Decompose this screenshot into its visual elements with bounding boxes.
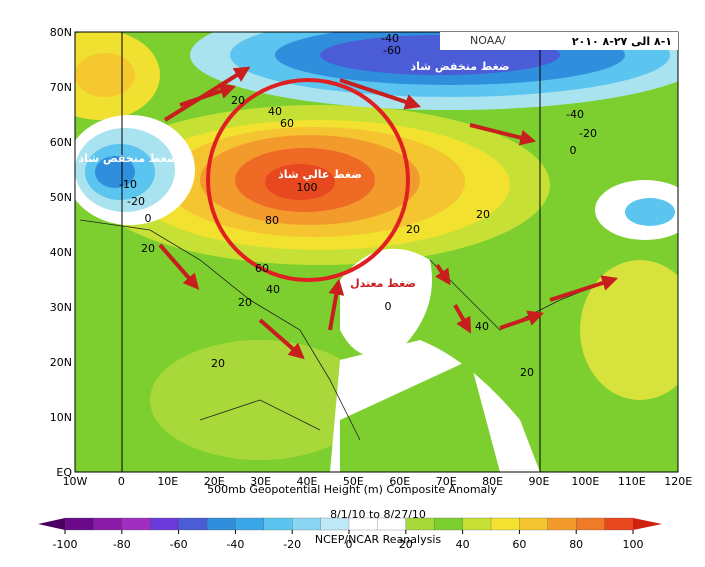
colorbar-cell — [121, 517, 151, 531]
colorbar-cell — [490, 517, 521, 531]
annotation: ضغط منخفض شاذ — [410, 60, 509, 73]
contour-label: 60 — [255, 262, 269, 275]
lon-label: 70E — [436, 475, 457, 488]
lon-label: 30E — [250, 475, 271, 488]
lon-label: 40E — [297, 475, 318, 488]
contour-label: 0 — [385, 300, 392, 313]
colorbar-label: 40 — [456, 538, 470, 551]
lon-label: 100E — [571, 475, 599, 488]
contour-label: 60 — [280, 117, 294, 130]
lat-label: 50N — [50, 191, 72, 204]
map-frame — [74, 31, 679, 473]
contour-label: 0 — [570, 144, 577, 157]
colorbar-cell — [292, 517, 322, 531]
colorbar-label: -100 — [53, 538, 78, 551]
annotation: ضغط منخفض شاذ — [78, 152, 177, 165]
contour-label: 20 — [520, 366, 534, 379]
contour-label: -10 — [119, 178, 137, 191]
colorbar-label: -60 — [170, 538, 188, 551]
map-field — [75, 32, 678, 472]
arrows — [158, 66, 619, 360]
date-range: ١-٨ الى ٢٧-٨ ٢٠١٠ — [572, 35, 672, 48]
lon-label: 80E — [482, 475, 503, 488]
colorbar-label: -40 — [226, 538, 244, 551]
colorbar-cell — [150, 517, 180, 531]
lat-label: 40N — [50, 246, 72, 259]
lat-label: 70N — [50, 81, 72, 94]
lon-label: 110E — [618, 475, 646, 488]
colorbar-label: 20 — [399, 538, 413, 551]
contour-label: -40 — [566, 108, 584, 121]
lon-label: 120E — [664, 475, 692, 488]
contour-label: -20 — [579, 127, 597, 140]
source: NCEP/NCAR Reanalysis — [315, 533, 441, 546]
colorbar-cell — [348, 517, 379, 531]
contour-label: 80 — [265, 214, 279, 227]
colorbar-cell — [377, 517, 407, 531]
lat-label: 30N — [50, 301, 72, 314]
contour-label: 20 — [231, 94, 245, 107]
contour-label: 0 — [145, 212, 152, 225]
colorbar-label: 0 — [346, 538, 353, 551]
lon-label: 90E — [529, 475, 550, 488]
colorbar-cell — [263, 517, 293, 531]
lat-label: 20N — [50, 356, 72, 369]
colorbar-cell — [178, 517, 208, 531]
colorbar-cell — [320, 517, 350, 531]
lat-label: 60N — [50, 136, 72, 149]
lon-label: 50E — [343, 475, 364, 488]
lon-label: 10E — [157, 475, 178, 488]
lon-label: 0 — [118, 475, 125, 488]
contour-label: -60 — [383, 44, 401, 57]
badge: NOAA/ — [470, 34, 506, 47]
contour-label: 40 — [266, 283, 280, 296]
contour-label: 20 — [406, 223, 420, 236]
period: 8/1/10 to 8/27/10 — [330, 508, 426, 521]
colorbar-cell — [235, 517, 265, 531]
colorbar-cell — [547, 517, 577, 531]
colorbar-label: 100 — [623, 538, 644, 551]
contour-label: 20 — [476, 208, 490, 221]
colorbar-cell — [93, 517, 123, 531]
contour-label: 20 — [211, 357, 225, 370]
highlight-circle — [206, 78, 410, 282]
colorbar-cell — [434, 517, 464, 531]
colorbar-label: 60 — [512, 538, 526, 551]
colorbar-label: -20 — [283, 538, 301, 551]
contour-label: 100 — [297, 181, 318, 194]
colorbar-label: -80 — [113, 538, 131, 551]
lat-label: 10N — [50, 411, 72, 424]
contour-label: 20 — [238, 296, 252, 309]
colorbar-label: 80 — [569, 538, 583, 551]
lat-label: 80N — [50, 26, 72, 39]
lon-label: 20E — [204, 475, 225, 488]
contour-label: 40 — [268, 105, 282, 118]
header-box — [440, 32, 678, 50]
lon-label: 60E — [389, 475, 410, 488]
colorbar-cell — [462, 517, 492, 531]
contour-label: 40 — [475, 320, 489, 333]
lon-label: 10W — [63, 475, 88, 488]
annotation: ضغط عالي شاذ — [278, 168, 362, 181]
annotation: ضغط معتدل — [350, 277, 416, 290]
lat-label: EQ — [56, 466, 72, 479]
colorbar-cell — [519, 517, 549, 531]
colorbar-end — [633, 518, 662, 530]
colorbar-cell — [64, 517, 95, 531]
colorbar-cell — [604, 517, 634, 531]
contour-label: -40 — [381, 32, 399, 45]
colorbar-cell — [576, 517, 606, 531]
colorbar-end — [38, 518, 65, 530]
colorbar-cell — [206, 517, 237, 531]
contour-label: -20 — [127, 195, 145, 208]
map-title: 500mb Geopotential Height (m) Composite … — [207, 483, 497, 496]
contour-label: 20 — [141, 242, 155, 255]
colorbar-cell — [405, 517, 435, 531]
